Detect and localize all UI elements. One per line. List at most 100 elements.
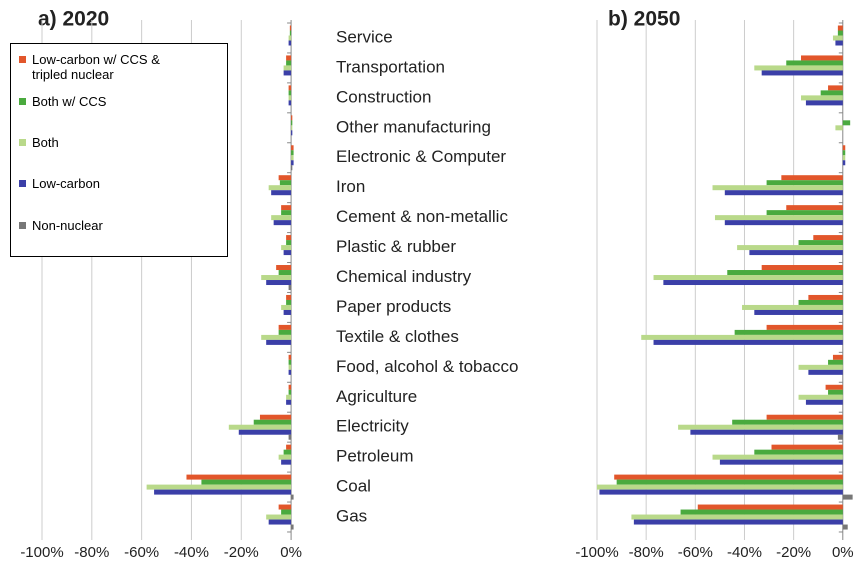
bar [724, 220, 843, 226]
bar [832, 35, 843, 41]
bar [766, 324, 843, 330]
bar [837, 30, 843, 36]
x-tick-label: 0% [280, 544, 302, 561]
category-label: Petroleum [336, 447, 413, 466]
bar [837, 434, 843, 440]
bar [724, 190, 843, 196]
bar [288, 354, 292, 360]
bar [631, 514, 843, 520]
legend: Low-carbon w/ CCS & tripled nuclear Both … [10, 43, 228, 257]
category-label: Coal [336, 477, 371, 496]
bar [271, 215, 292, 221]
bar [289, 30, 292, 36]
bar [279, 180, 292, 186]
bar [828, 85, 843, 91]
x-tick-label: -40% [174, 544, 209, 561]
bar [286, 294, 292, 300]
bar [146, 484, 292, 490]
category-label: Food, alcohol & tobacco [336, 357, 518, 376]
x-tick-label: -100% [575, 544, 618, 561]
category-label: Iron [336, 177, 365, 196]
bar [842, 155, 846, 161]
bar [278, 324, 292, 330]
bar [288, 85, 292, 91]
bar [719, 459, 843, 465]
bar [801, 95, 843, 101]
bar [805, 100, 843, 106]
bar [842, 494, 853, 500]
bar [291, 524, 294, 530]
legend-item: Both [19, 135, 219, 150]
x-tick-label: -40% [727, 544, 762, 561]
bar [798, 240, 843, 246]
legend-swatch [19, 222, 26, 229]
bar [813, 235, 843, 241]
bar [154, 489, 292, 495]
bar [291, 494, 294, 500]
bar [633, 519, 843, 525]
bar [842, 120, 851, 126]
bar [820, 90, 843, 96]
bar [835, 40, 843, 46]
legend-swatch [19, 139, 26, 146]
bar [616, 479, 843, 485]
category-label: Other manufacturing [336, 117, 491, 136]
bar [766, 180, 843, 186]
category-label: Cement & non-metallic [336, 207, 508, 226]
bar [238, 429, 292, 435]
bar [286, 394, 292, 400]
bar [186, 474, 292, 480]
category-label: Gas [336, 507, 367, 526]
bar [278, 329, 292, 335]
bar [288, 364, 292, 370]
bar [766, 210, 843, 216]
bar [278, 175, 292, 181]
legend-item: Low-carbon w/ CCS & tripled nuclear [19, 52, 219, 82]
bar [291, 125, 293, 131]
bar [283, 449, 292, 455]
bar [288, 369, 292, 375]
legend-swatch [19, 98, 26, 105]
bar [288, 384, 292, 390]
bar [291, 145, 294, 151]
bar [286, 444, 292, 450]
bar [597, 484, 843, 490]
bar [828, 359, 843, 365]
bar [786, 205, 843, 211]
bar [281, 509, 292, 515]
bar [283, 70, 292, 76]
bar [253, 419, 292, 425]
legend-label: Low-carbon [32, 176, 100, 191]
bar [842, 150, 846, 156]
legend-label: Low-carbon w/ CCS & tripled nuclear [32, 52, 160, 82]
category-label: Textile & clothes [336, 327, 459, 346]
bar [680, 509, 843, 515]
bar [281, 245, 292, 251]
bar [749, 250, 843, 256]
bar [842, 145, 846, 151]
bar [286, 299, 292, 305]
bar [291, 155, 294, 161]
bar [754, 65, 843, 71]
bar [288, 95, 292, 101]
bar [837, 25, 843, 31]
bar [288, 285, 292, 291]
bar [278, 270, 292, 276]
bar [825, 384, 843, 390]
bar [268, 519, 292, 525]
bar [283, 65, 292, 71]
bar [286, 235, 292, 241]
bar [653, 275, 843, 281]
bar [742, 304, 843, 310]
bar [828, 389, 843, 395]
legend-label: Both [32, 135, 59, 150]
bar [289, 25, 292, 31]
bar [798, 394, 843, 400]
bar [268, 185, 292, 191]
bar [801, 55, 843, 61]
bar [283, 250, 292, 256]
bar [678, 424, 843, 430]
bar [761, 70, 843, 76]
bar [653, 339, 843, 345]
